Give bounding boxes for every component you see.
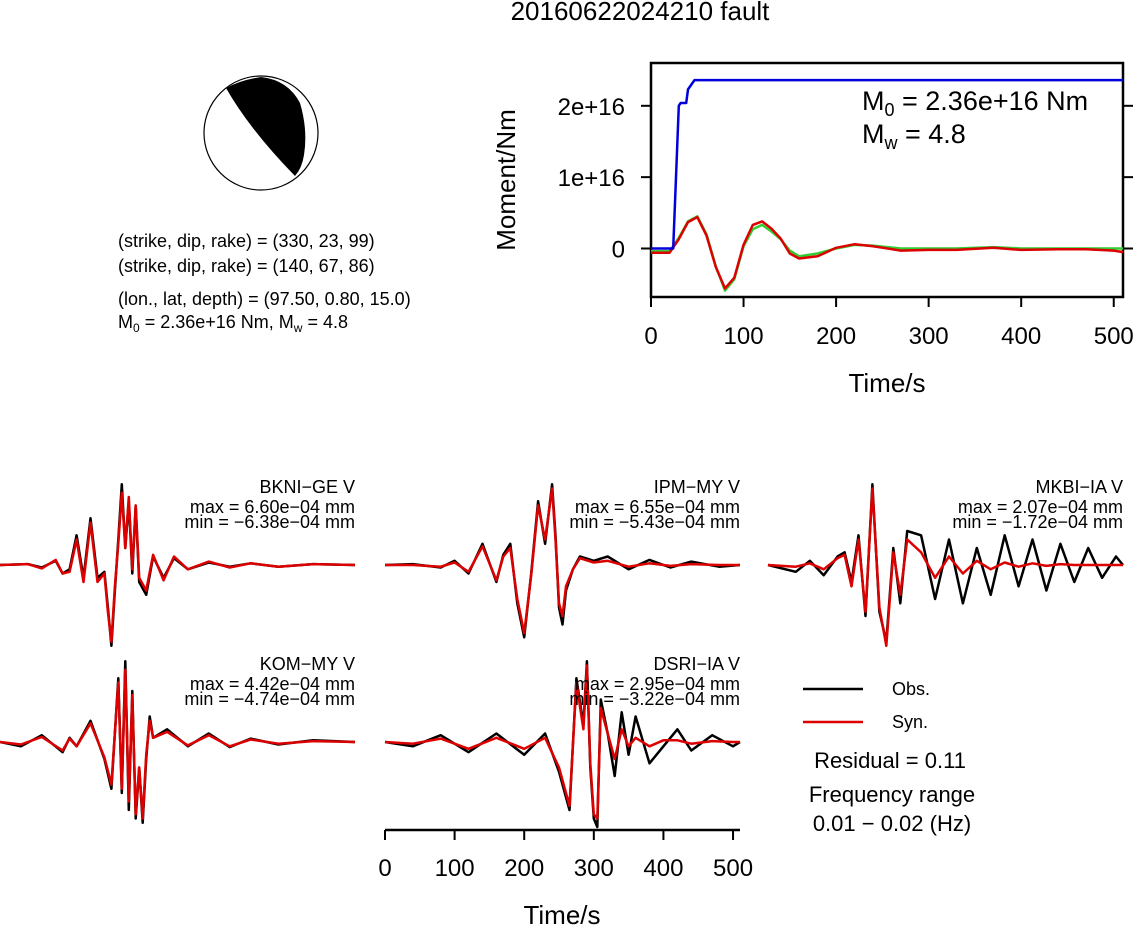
waveform-x-tick-label: 0 [378, 855, 391, 882]
station-max: max = 4.42e−04 mm [190, 674, 355, 694]
station-max: max = 2.95e−04 mm [575, 674, 740, 694]
legend-syn-label: Syn. [892, 712, 928, 732]
residual-text: Residual = 0.11 [814, 748, 966, 773]
moment-y-tick-label: 1e+16 [558, 165, 625, 192]
beachball-compressional-quadrant [226, 77, 306, 176]
waveform-x-tick-label: 300 [574, 855, 614, 882]
synthetic-trace [385, 487, 740, 635]
moment-x-tick-label: 200 [816, 323, 856, 350]
frequency-range-value: 0.01 − 0.02 (Hz) [813, 811, 971, 836]
synthetic-trace [384, 664, 740, 820]
station-name: MKBI−IA V [1035, 477, 1123, 497]
waveform-time-axis: 0 100 200 300 400 500 [378, 828, 753, 882]
moment-y-tick-label: 2e+16 [558, 94, 625, 121]
moment-mw-annotation: Mw = 4.8 [862, 119, 966, 153]
moment-x-tick-label: 300 [909, 323, 949, 350]
waveform-legend: Obs. Syn. Residual = 0.11 Frequency rang… [803, 679, 975, 836]
station-min: min = −6.38e−04 mm [184, 512, 355, 532]
moment-x-tick-label: 100 [724, 323, 764, 350]
station-max: max = 2.07e−04 mm [958, 497, 1123, 517]
station-name: BKNI−GE V [259, 477, 355, 497]
synthetic-trace [767, 487, 1123, 648]
nodal-plane-2: (strike, dip, rake) = (140, 67, 86) [118, 256, 375, 276]
frequency-range-label: Frequency range [809, 782, 975, 807]
station-min: min = −3.22e−04 mm [569, 689, 740, 709]
moment-magnitude-line: M0 = 2.36e+16 Nm, Mw = 4.8 [118, 312, 348, 335]
waveform-x-tick-label: 100 [435, 855, 475, 882]
figure-title: 20160622024210 fault [511, 0, 771, 26]
nodal-plane-1: (strike, dip, rake) = (330, 23, 99) [118, 231, 375, 251]
station-min: min = −1.72e−04 mm [952, 512, 1123, 532]
station-max: max = 6.55e−04 mm [575, 497, 740, 517]
synthetic-trace [0, 491, 356, 643]
moment-series-2 [651, 215, 1124, 290]
waveform-x-tick-label: 500 [713, 855, 753, 882]
legend-obs-label: Obs. [892, 679, 930, 699]
hypocenter-location: (lon., lat, depth) = (97.50, 0.80, 15.0) [118, 289, 411, 309]
moment-xlabel: Time/s [848, 368, 925, 398]
station-min: min = −4.74e−04 mm [184, 689, 355, 709]
station-max: max = 6.60e−04 mm [190, 497, 355, 517]
mechanism-info: (strike, dip, rake) = (330, 23, 99) (str… [118, 231, 411, 335]
moment-ylabel: Moment/Nm [491, 109, 521, 251]
moment-series-0 [651, 78, 1123, 250]
moment-plot: 0 100 200 300 400 500 0 1e+16 2e+16 Moment/Nm Ti… [491, 61, 1134, 398]
station-name: DSRI−IA V [653, 654, 740, 674]
waveform-xlabel: Time/s [523, 900, 600, 927]
moment-plot-series [651, 78, 1124, 292]
moment-x-tick-label: 0 [644, 323, 657, 350]
observed-trace [767, 483, 1124, 643]
synthetic-trace [0, 668, 356, 820]
moment-m0-annotation: M0 = 2.36e+16 Nm [862, 86, 1088, 120]
moment-y-tick-label: 0 [612, 236, 625, 263]
moment-plot-frame [649, 61, 1125, 299]
moment-x-tick-label: 500 [1094, 323, 1134, 350]
waveform-x-tick-label: 200 [504, 855, 544, 882]
moment-x-tick-label: 400 [1001, 323, 1041, 350]
station-name: KOM−MY V [260, 654, 355, 674]
station-name: IPM−MY V [654, 477, 740, 497]
station-min: min = −5.43e−04 mm [569, 512, 740, 532]
waveform-x-tick-label: 400 [643, 855, 683, 882]
moment-plot-axes: 0 100 200 300 400 500 0 1e+16 2e+16 [558, 94, 1134, 350]
beachball [203, 75, 319, 191]
